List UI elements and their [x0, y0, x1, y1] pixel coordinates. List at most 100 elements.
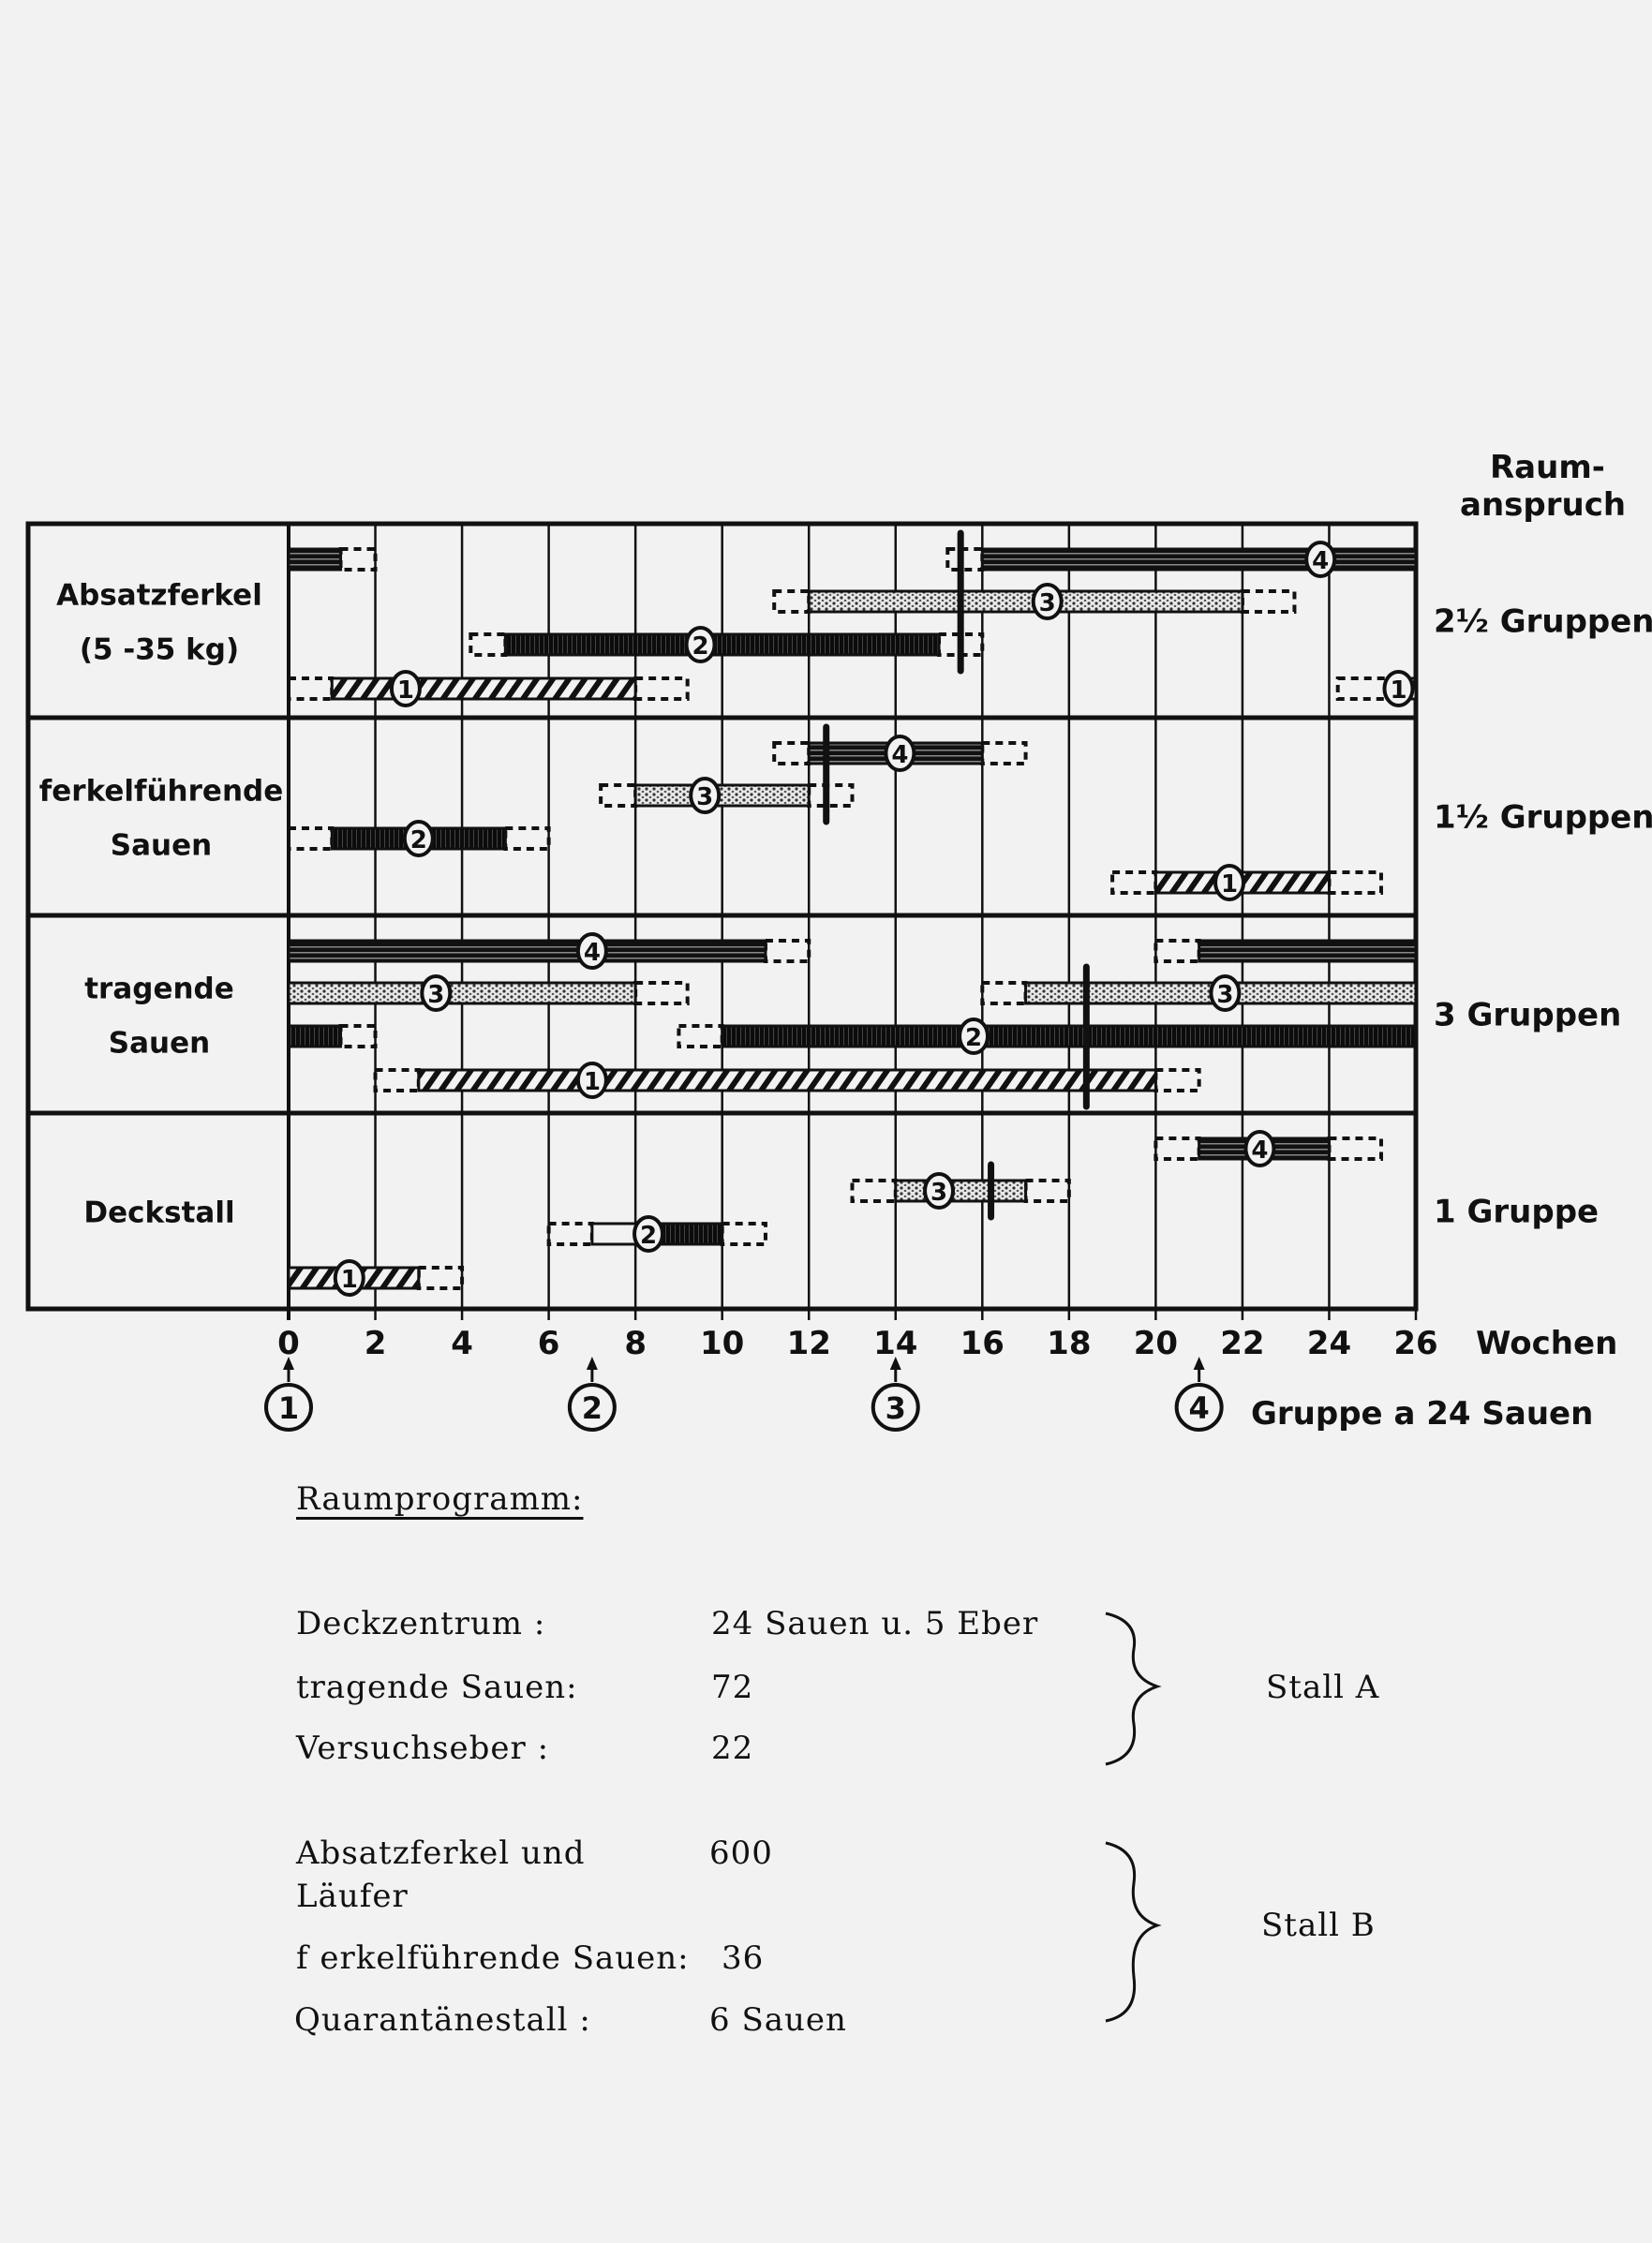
group-circle — [1031, 583, 1064, 620]
stall-b-label: Stall B — [1261, 1907, 1376, 1944]
item-name: tragende Sauen: — [296, 1669, 578, 1706]
item-name: Deckzentrum : — [296, 1605, 546, 1642]
item-value: 600 — [709, 1835, 773, 1872]
planned-extension-bar — [1240, 589, 1297, 614]
row-label: (5 -35 kg) — [80, 633, 239, 667]
item-name: Quarantänestall : — [294, 2001, 591, 2039]
group-circle — [1209, 974, 1242, 1012]
group-number: 1 — [1390, 676, 1406, 705]
group-circle — [884, 735, 916, 772]
x-tick-label: 10 — [700, 1325, 744, 1362]
planned-extension-bar — [469, 632, 508, 657]
planned-extension-bar — [1153, 939, 1201, 963]
group-start-circle — [264, 1383, 313, 1432]
raumprogramm-title: Raumprogramm: — [296, 1480, 584, 1518]
row-label: ferkelführende — [39, 775, 283, 809]
chart-grid — [25, 521, 1419, 1320]
x-tick-label: 16 — [960, 1325, 1005, 1362]
x-tick-label: 20 — [1134, 1325, 1178, 1362]
occupancy-bar — [287, 1024, 343, 1048]
planned-extension-bar — [677, 1024, 724, 1048]
occupancy-bar — [287, 939, 767, 963]
item-name: f erkelführende Sauen: — [296, 1939, 690, 1977]
group-number: 4 — [1312, 547, 1329, 575]
group-circle — [633, 1215, 665, 1253]
x-tick-label: 24 — [1307, 1325, 1351, 1362]
group-number: 3 — [1216, 981, 1233, 1009]
planned-extension-bar — [807, 783, 855, 808]
planned-extension-bar — [373, 1068, 421, 1092]
planned-extension-bar — [945, 547, 985, 572]
occupancy-bar — [503, 632, 941, 657]
group-number: 1 — [341, 1266, 358, 1294]
occupancy-bar — [721, 1024, 1418, 1048]
x-axis-unit: Wochen — [1476, 1325, 1617, 1362]
item-value: 6 Sauen — [709, 2001, 847, 2039]
occupancy-bar — [287, 981, 637, 1005]
planned-extension-bar — [772, 589, 811, 614]
group-number: 1 — [1221, 870, 1238, 899]
item-name: Versuchseber : — [296, 1730, 550, 1767]
group-number: 1 — [397, 676, 414, 705]
x-tick-label: 6 — [538, 1325, 560, 1362]
planned-extension-bar — [1023, 1179, 1071, 1203]
group-number: 4 — [1251, 1136, 1268, 1165]
group-start-circle — [567, 1383, 617, 1432]
group-number: 3 — [930, 1179, 947, 1207]
item-value: 22 — [711, 1730, 754, 1767]
group-circle — [575, 1062, 608, 1099]
x-tick-label: 8 — [624, 1325, 647, 1362]
planned-extension-bar — [546, 1222, 594, 1246]
row-label: Sauen — [111, 829, 212, 863]
group-circle — [923, 1172, 956, 1210]
planned-extension-bar — [720, 1222, 767, 1246]
planned-extension-bar — [338, 547, 378, 572]
group-circle — [333, 1259, 365, 1297]
group-number: 2 — [410, 826, 427, 854]
row-label: tragende — [84, 973, 234, 1006]
group-circle — [1213, 864, 1246, 901]
planned-extension-bar — [599, 783, 638, 808]
x-tick-label: 14 — [873, 1325, 917, 1362]
planned-extension-bar — [416, 1266, 465, 1290]
group-start-number: 2 — [582, 1390, 603, 1426]
occupancy-bar — [1198, 939, 1418, 963]
group-number: 3 — [1039, 589, 1056, 617]
row-label: Absatzferkel — [56, 579, 262, 613]
group-start-circle — [871, 1383, 920, 1432]
x-tick-label: 22 — [1220, 1325, 1264, 1362]
group-number: 4 — [891, 741, 908, 769]
group-circle — [1382, 670, 1415, 707]
planned-extension-bar — [763, 939, 811, 963]
arrow-head — [889, 1357, 901, 1370]
group-start-number: 3 — [886, 1390, 906, 1426]
group-circle — [420, 974, 453, 1012]
occupancy-bar — [633, 783, 811, 808]
space-requirement: 1 Gruppe — [1434, 1194, 1599, 1231]
planned-extension-bar — [503, 826, 551, 851]
occupancy-bar — [980, 547, 1418, 572]
planned-extension-bar — [633, 981, 690, 1005]
x-tick-label: 26 — [1393, 1325, 1437, 1362]
group-number: 2 — [640, 1222, 657, 1250]
occupancy-bar — [894, 1179, 1028, 1203]
group-number: 2 — [692, 632, 709, 661]
group-circle — [958, 1018, 990, 1055]
group-circle — [689, 777, 722, 814]
group-note: Gruppe a 24 Sauen — [1251, 1395, 1593, 1433]
group-circle — [1243, 1130, 1276, 1167]
group-circle — [575, 932, 608, 970]
chart-labels: 0 2 4 6 8 10 12 14 16 18 20 22 24 26 WochenRaum-anspru… — [39, 449, 1652, 1433]
group-circle — [389, 670, 422, 707]
planned-extension-bar — [1153, 1068, 1201, 1092]
planned-extension-bar — [980, 741, 1028, 765]
planned-extension-bar — [287, 676, 335, 701]
group-start-number: 4 — [1189, 1390, 1210, 1426]
item-value: 72 — [711, 1669, 754, 1706]
planned-extension-bar — [338, 1024, 378, 1048]
group-number: 3 — [696, 783, 713, 811]
item-value: 24 Sauen u. 5 Eber — [711, 1605, 1039, 1642]
group-circle — [1304, 541, 1337, 578]
occupancy-bar — [287, 547, 343, 572]
